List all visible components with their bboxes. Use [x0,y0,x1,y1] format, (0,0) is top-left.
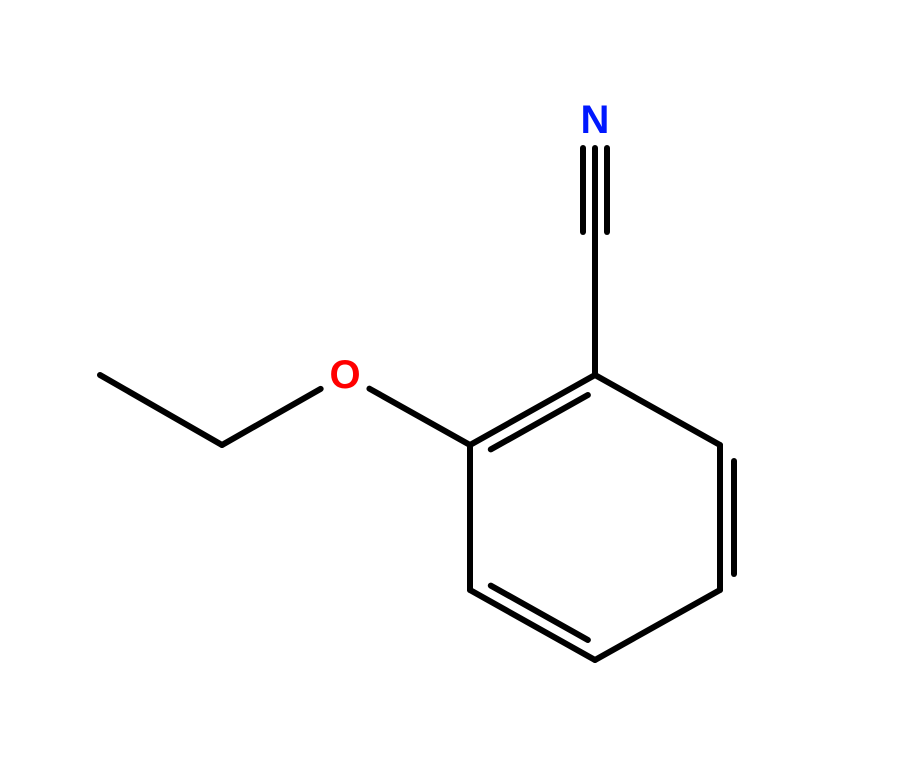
atom-label-o: O [329,353,360,397]
bond [222,389,321,445]
bond [100,375,222,445]
bond [595,375,720,445]
bond [470,375,595,445]
bond [595,590,720,660]
molecule-diagram: NO [0,0,897,777]
bond [369,389,470,445]
bond [470,590,595,660]
atom-label-n: N [581,98,610,142]
